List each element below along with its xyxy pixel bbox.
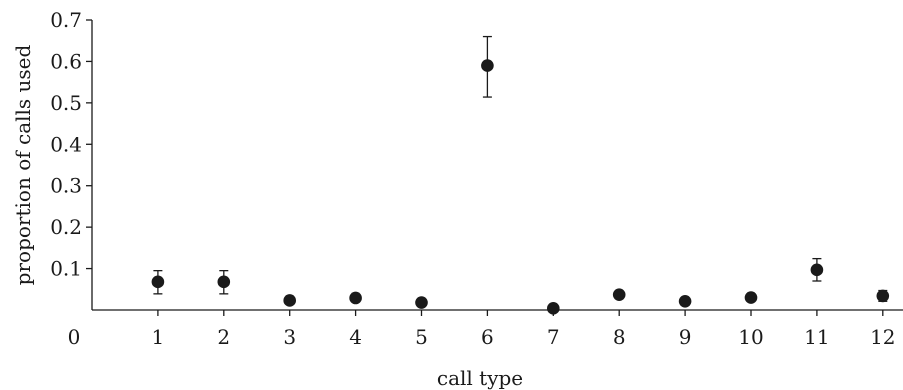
y-tick-label: 0.7 [50, 8, 82, 32]
y-tick-label: 0.4 [50, 132, 82, 156]
x-tick-label: 6 [481, 325, 494, 349]
data-point [744, 291, 758, 304]
x-tick-label: 1 [152, 325, 165, 349]
x-tick-label: 11 [804, 325, 829, 349]
data-point [481, 59, 494, 72]
x-tick-label: 3 [283, 325, 296, 349]
y-tick-label: 0.2 [50, 215, 82, 239]
data-point [547, 302, 560, 315]
data-point [217, 275, 231, 289]
x-tick-label: 5 [415, 325, 428, 349]
x-origin-label: 0 [68, 325, 81, 349]
data-point [810, 263, 824, 277]
data-point [612, 288, 626, 301]
x-tick-label: 10 [738, 325, 763, 349]
data-point [349, 291, 362, 305]
x-tick-label: 2 [217, 325, 230, 349]
axes [86, 19, 903, 316]
tick-labels: 0.10.20.30.40.50.60.71 2 3 4 5 6 7 8 9 10 11 12 [50, 8, 895, 349]
data-point [151, 275, 165, 289]
data-point [283, 294, 297, 307]
y-tick-label: 0.3 [50, 174, 82, 198]
y-tick-label: 0.1 [50, 257, 82, 281]
x-tick-label: 8 [613, 325, 626, 349]
x-tick-label: 7 [547, 325, 560, 349]
data-point [415, 296, 428, 309]
y-tick-label: 0.6 [50, 49, 82, 73]
data-points [151, 59, 890, 315]
x-tick-label: 9 [679, 325, 692, 349]
data-point [876, 289, 890, 303]
data-point [678, 295, 692, 308]
y-tick-label: 0.5 [50, 91, 82, 115]
x-tick-label: 4 [349, 325, 362, 349]
error-bars [153, 35, 888, 310]
y-axis-title: proportion of calls used [11, 44, 35, 285]
x-tick-label: 12 [870, 325, 895, 349]
x-axis-title: call type [437, 366, 523, 390]
